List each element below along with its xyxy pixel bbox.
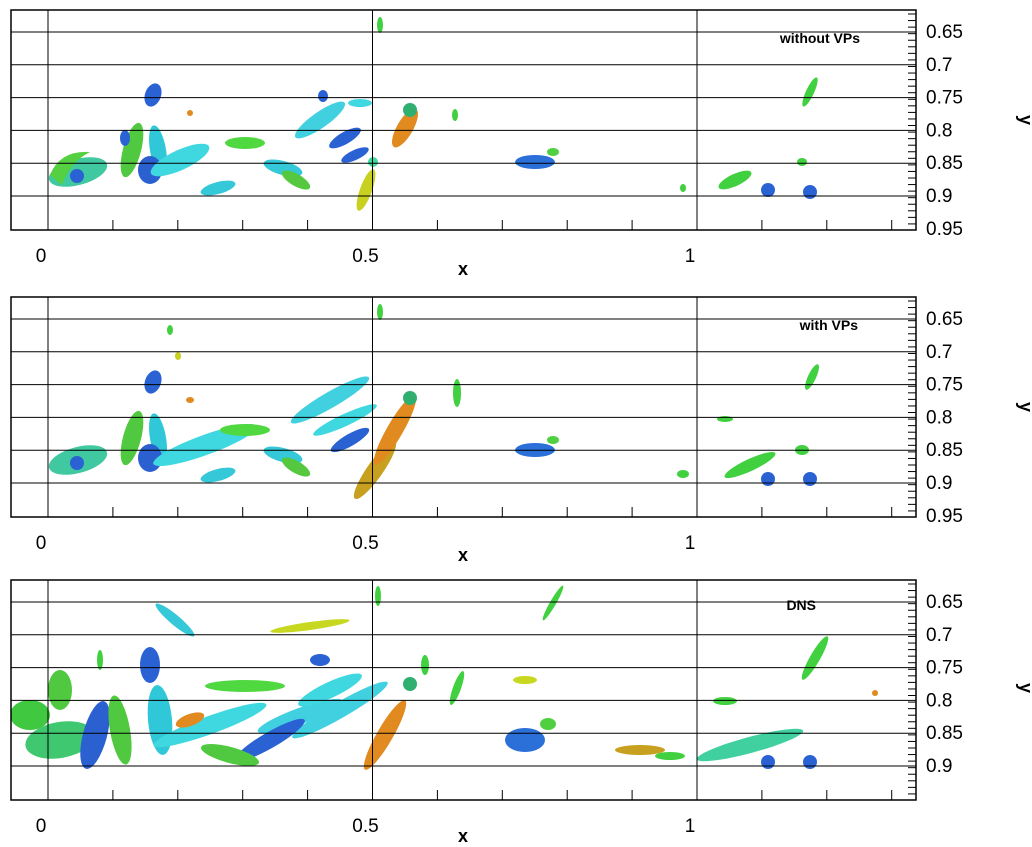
y-tick-label: 0.75 — [926, 88, 963, 109]
x-tick-labels: 0 0.5 1 — [36, 816, 696, 837]
y-tick-label: 0.75 — [926, 658, 963, 679]
y-tick-label: 0.65 — [926, 592, 963, 613]
y-tick-label: 0.85 — [926, 153, 963, 174]
x-tick-label: 1 — [685, 533, 696, 554]
x-tick-label: 0.5 — [352, 246, 378, 267]
y-tick-labels: 0.65 0.7 0.75 0.8 0.85 0.9 0.95 — [926, 22, 963, 240]
plot-frame — [10, 9, 917, 231]
plot-frame — [10, 296, 917, 518]
panel-label: DNS — [786, 597, 816, 613]
x-tick-labels: 0 0.5 1 — [36, 246, 696, 267]
x-tick-label: 1 — [685, 246, 696, 267]
panel-label: with VPs — [799, 317, 859, 333]
panel-label: without VPs — [779, 30, 860, 46]
y-tick-label: 0.65 — [926, 22, 963, 43]
x-tick-label: 0 — [36, 533, 47, 554]
vortex-structures — [48, 304, 819, 500]
x-axis-title: x — [458, 545, 468, 565]
ticks — [47, 13, 916, 230]
x-axis-title: x — [458, 259, 468, 279]
y-tick-label: 0.9 — [926, 473, 952, 494]
gridlines — [11, 580, 916, 800]
ticks — [47, 583, 916, 800]
x-tick-label: 0.5 — [352, 816, 378, 837]
y-tick-label: 0.85 — [926, 440, 963, 461]
x-tick-label: 0 — [36, 816, 47, 837]
y-tick-label: 0.7 — [926, 342, 952, 363]
y-axis-title: y — [1016, 683, 1032, 693]
vortex-structures — [48, 17, 818, 211]
x-tick-label: 0 — [36, 246, 47, 267]
y-axis-title: y — [1016, 402, 1032, 412]
y-tick-label: 0.7 — [926, 55, 952, 76]
ticks — [47, 300, 916, 517]
y-tick-labels: 0.65 0.7 0.75 0.8 0.85 0.9 — [926, 592, 963, 777]
y-tick-labels: 0.65 0.7 0.75 0.8 0.85 0.9 0.95 — [926, 309, 963, 527]
panel-with-vps: with VPs 0.650.70.750.80.850.90.95 0 0.5 1… — [10, 296, 1032, 565]
y-tick-label: 0.9 — [926, 756, 952, 777]
y-tick-label: 0.95 — [926, 506, 963, 527]
y-tick-label: 0.8 — [926, 120, 952, 141]
y-tick-label: 0.95 — [926, 219, 963, 240]
gridlines — [11, 10, 916, 230]
y-tick-label: 0.75 — [926, 375, 963, 396]
x-tick-label: 0.5 — [352, 533, 378, 554]
plot-frame — [10, 579, 917, 801]
y-tick-label: 0.8 — [926, 690, 952, 711]
y-tick-label: 0.9 — [926, 186, 952, 207]
vortex-structures — [11, 585, 878, 770]
y-tick-label: 0.7 — [926, 625, 952, 646]
x-tick-label: 1 — [685, 816, 696, 837]
y-axis-title: y — [1016, 115, 1032, 125]
gridlines — [11, 297, 916, 517]
x-axis-title: x — [458, 826, 468, 846]
y-tick-label: 0.85 — [926, 723, 963, 744]
panel-dns: DNS 0.650.70.750.80.850.9 00.51 x y — [10, 579, 1032, 846]
y-tick-label: 0.65 — [926, 309, 963, 330]
y-tick-label: 0.8 — [926, 407, 952, 428]
x-tick-labels: 0 0.5 1 — [36, 533, 696, 554]
